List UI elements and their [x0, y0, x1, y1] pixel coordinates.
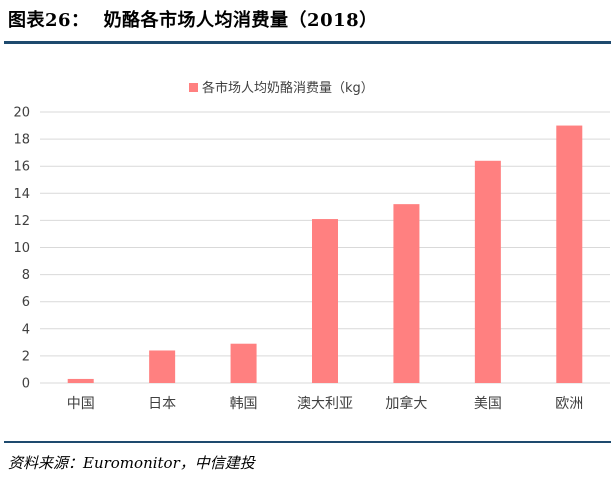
y-tick-label: 12	[13, 214, 30, 229]
x-tick-label: 美国	[474, 396, 502, 412]
bar	[67, 378, 94, 383]
y-tick-label: 10	[13, 241, 30, 256]
figure-title: 图表26： 奶酪各市场人均消费量（2018）	[8, 6, 378, 32]
y-tick-label: 8	[22, 268, 30, 283]
source-note: 资料来源：Euromonitor，中信建投	[8, 454, 255, 472]
bar	[393, 204, 420, 383]
y-tick-label: 18	[13, 133, 30, 148]
x-axis: 中国 日本 韩国 澳大利亚 加拿大 美国 欧洲	[67, 395, 584, 412]
x-tick-label: 澳大利亚	[297, 396, 353, 412]
bottom-divider	[4, 441, 611, 443]
y-tick-label: 14	[13, 187, 30, 202]
y-tick-label: 20	[13, 106, 30, 121]
y-tick-label: 16	[13, 160, 30, 175]
x-tick-label: 加拿大	[385, 395, 427, 412]
bars	[67, 125, 583, 384]
bar	[474, 160, 501, 383]
top-divider	[4, 41, 611, 44]
x-tick-label: 中国	[67, 396, 95, 412]
y-tick-label: 4	[22, 322, 30, 337]
bar	[230, 343, 257, 383]
bar	[312, 219, 338, 383]
y-axis: 0 2 4 6 8 10 12 14 16 18 20	[13, 106, 30, 392]
x-tick-label: 欧洲	[555, 396, 583, 412]
figure-label: 图表26：	[8, 10, 90, 31]
y-tick-label: 6	[22, 295, 30, 310]
y-tick-label: 0	[22, 377, 30, 392]
legend-label: 各市场人均奶酪消费量（kg）	[202, 80, 374, 96]
y-tick-label: 2	[22, 349, 30, 364]
bar	[556, 125, 583, 384]
bar	[149, 350, 176, 383]
bar-chart: 各市场人均奶酪消费量（kg） 0 2 4 6 8 10 12 14 16 18 20 中国 日本 韩国 澳…	[13, 80, 610, 412]
legend-swatch	[189, 83, 198, 92]
chart-legend: 各市场人均奶酪消费量（kg）	[189, 80, 374, 96]
figure-title-text: 奶酪各市场人均消费量（2018）	[103, 10, 378, 31]
x-tick-label: 韩国	[230, 396, 258, 412]
x-tick-label: 日本	[148, 396, 176, 412]
